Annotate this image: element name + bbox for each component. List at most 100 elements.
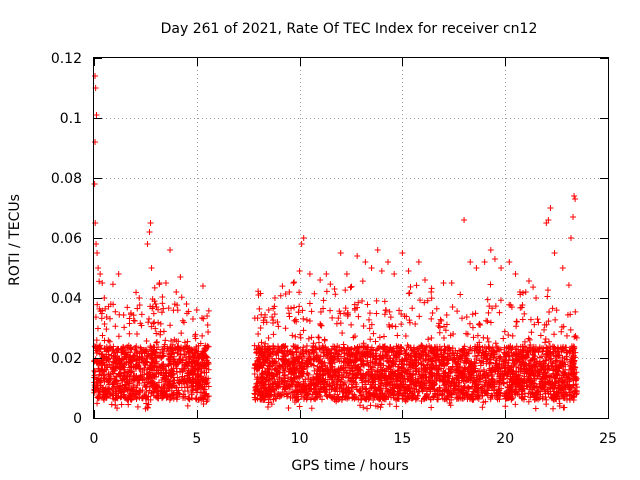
data-point xyxy=(128,346,135,353)
data-point xyxy=(308,334,315,341)
data-point xyxy=(153,358,160,365)
data-point xyxy=(184,379,191,386)
data-point xyxy=(114,405,121,412)
data-point xyxy=(321,336,328,343)
data-point-peak xyxy=(354,253,361,259)
data-point xyxy=(469,311,476,318)
data-point xyxy=(544,293,551,300)
data-point xyxy=(466,320,473,327)
data-point xyxy=(126,330,133,337)
data-point xyxy=(305,335,312,342)
data-point xyxy=(459,315,466,322)
data-point-peak xyxy=(94,250,101,256)
data-point xyxy=(180,346,187,353)
data-point xyxy=(544,287,551,294)
data-point xyxy=(255,331,262,338)
data-point xyxy=(144,404,151,411)
data-point xyxy=(269,313,276,320)
data-point xyxy=(203,398,210,405)
data-point-peak xyxy=(101,295,108,301)
data-point xyxy=(525,335,532,342)
x-tick-label: 0 xyxy=(90,431,99,447)
data-point xyxy=(170,391,177,398)
data-point xyxy=(136,301,143,308)
data-point xyxy=(105,377,112,384)
data-point xyxy=(118,355,125,362)
data-point xyxy=(291,279,298,286)
data-point xyxy=(122,384,129,391)
data-point xyxy=(407,283,414,290)
data-point-peak xyxy=(306,271,313,277)
data-point xyxy=(367,402,374,409)
data-point xyxy=(205,329,212,336)
data-point xyxy=(262,340,269,347)
data-point xyxy=(474,332,481,339)
data-point-peak xyxy=(298,241,305,247)
data-point xyxy=(165,305,172,312)
data-point xyxy=(454,308,461,315)
data-point xyxy=(136,394,143,401)
data-point-peak xyxy=(522,289,529,295)
data-point xyxy=(545,338,552,345)
data-point-peak xyxy=(92,73,99,79)
data-point xyxy=(116,360,123,367)
data-point xyxy=(197,350,204,357)
data-point xyxy=(109,358,116,365)
data-point xyxy=(387,314,394,321)
data-point xyxy=(333,320,340,327)
data-point xyxy=(130,352,137,359)
data-point xyxy=(143,376,150,383)
data-point-peak xyxy=(391,271,398,277)
data-point xyxy=(437,316,444,323)
data-point-peak xyxy=(162,280,169,286)
data-point xyxy=(169,347,176,354)
data-point xyxy=(402,332,409,339)
data-point xyxy=(178,359,185,366)
data-point xyxy=(153,304,160,311)
data-point xyxy=(525,277,532,284)
x-tick-label: 15 xyxy=(393,431,411,447)
data-point xyxy=(196,378,203,385)
data-point xyxy=(469,324,476,331)
data-point xyxy=(521,310,528,317)
data-point xyxy=(169,351,176,358)
data-point xyxy=(145,401,152,408)
data-point xyxy=(347,284,354,291)
data-point-peak xyxy=(91,181,98,187)
data-point xyxy=(97,382,104,389)
data-point xyxy=(161,375,168,382)
data-point xyxy=(542,339,549,346)
data-point xyxy=(103,343,110,350)
data-point xyxy=(282,325,289,332)
data-point-peak xyxy=(93,112,100,118)
data-point xyxy=(166,392,173,399)
data-point xyxy=(186,356,193,363)
data-point xyxy=(184,338,191,345)
data-point xyxy=(198,394,205,401)
data-point xyxy=(271,303,278,310)
data-point xyxy=(195,396,202,403)
data-point xyxy=(199,375,206,382)
data-point xyxy=(147,371,154,378)
data-point xyxy=(392,323,399,330)
data-point xyxy=(133,384,140,391)
data-point xyxy=(182,393,189,400)
data-point xyxy=(300,327,307,334)
data-points xyxy=(91,73,580,412)
data-point xyxy=(125,356,132,363)
data-point xyxy=(104,364,111,371)
data-point xyxy=(120,343,127,350)
data-point xyxy=(96,350,103,357)
data-point-peak xyxy=(95,265,102,271)
data-point xyxy=(389,323,396,330)
data-point xyxy=(168,387,175,394)
data-point-peak xyxy=(491,256,498,262)
data-point xyxy=(496,309,503,316)
data-point xyxy=(141,379,148,386)
data-point xyxy=(118,401,125,408)
data-point xyxy=(156,281,163,288)
data-point xyxy=(315,334,322,341)
data-point xyxy=(150,357,157,364)
data-point xyxy=(487,319,494,326)
data-point-peak xyxy=(385,259,392,265)
